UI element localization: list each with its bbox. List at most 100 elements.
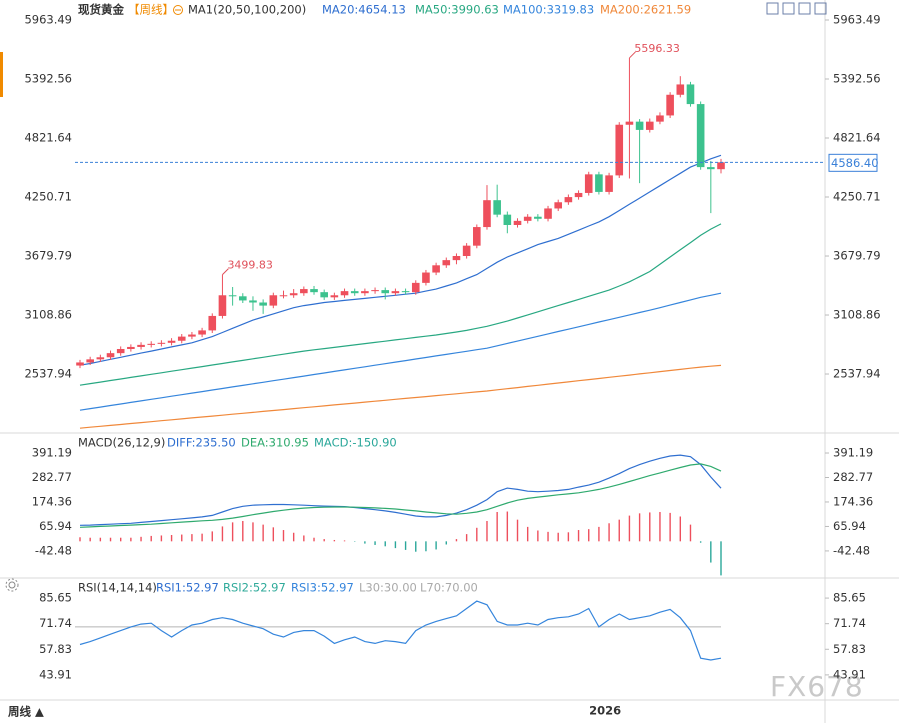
candle-body	[371, 290, 379, 292]
candle-body	[116, 349, 125, 354]
candle-body	[432, 265, 440, 273]
candle-body	[147, 343, 156, 345]
y-tick-label: 5963.49	[24, 12, 72, 26]
toolbar-button[interactable]	[798, 2, 811, 15]
y-tick-label: 2537.94	[833, 367, 881, 381]
annotation: 5596.33	[634, 42, 680, 55]
candle-body	[330, 295, 339, 298]
annotation-leader	[222, 268, 229, 275]
panel-title: RSI(14,14,14)	[78, 581, 157, 595]
candle-body	[269, 295, 278, 306]
candle-body	[167, 340, 176, 343]
y-tick-label: 5963.49	[833, 12, 881, 26]
y-tick-label: 5392.56	[24, 72, 72, 86]
candle-body	[401, 291, 410, 293]
candle-body	[503, 214, 512, 225]
candle-body	[717, 162, 725, 170]
ma-line	[79, 292, 722, 411]
ma-line	[79, 223, 722, 386]
reference-label: L30:30.00	[359, 581, 417, 595]
rsi-icon	[5, 578, 19, 592]
y-tick-label: 85.65	[39, 591, 72, 605]
rsi-line	[79, 600, 722, 661]
candle-body	[249, 300, 257, 303]
candle-body	[554, 202, 563, 209]
candle-body	[208, 315, 217, 331]
period-button[interactable]: 周线 ▲	[8, 705, 44, 719]
y-tick-label: 174.36	[833, 494, 873, 508]
y-tick-label: 43.91	[833, 667, 866, 681]
candle-body	[656, 115, 664, 122]
candle-body	[198, 330, 206, 335]
candle-body	[452, 255, 461, 261]
macd-line	[79, 463, 722, 528]
candle-body	[686, 84, 695, 105]
candle-body	[635, 121, 644, 130]
y-tick-label: 282.77	[833, 470, 873, 484]
instrument-title: 现货黄金	[78, 3, 124, 17]
toolbar	[766, 2, 827, 15]
candle-body	[696, 104, 705, 168]
annotation: 3499.83	[227, 259, 273, 272]
legend-entry: MA50:3990.63	[415, 3, 499, 17]
candle-body	[157, 342, 166, 344]
candle-body	[361, 291, 369, 294]
y-tick-label: 65.94	[39, 519, 72, 533]
candle-body	[473, 227, 481, 246]
candle-body	[137, 344, 145, 347]
candle-body	[513, 220, 522, 225]
y-tick-label: 65.94	[833, 519, 866, 533]
candle-body	[177, 336, 186, 341]
y-tick-label: 3679.79	[833, 249, 881, 263]
y-tick-label: 391.19	[833, 446, 873, 460]
candle-body	[340, 291, 349, 296]
candle-body	[645, 121, 654, 130]
ma-line	[79, 364, 722, 429]
candle-body	[238, 296, 247, 301]
side-marker	[0, 52, 3, 97]
candle-body	[707, 167, 715, 170]
period-tag[interactable]: 【周线】	[128, 3, 174, 17]
y-tick-label: 5392.56	[833, 72, 881, 86]
y-tick-label: 3108.86	[833, 308, 881, 322]
candle-body	[289, 293, 298, 296]
legend-entry: MACD:-150.90	[314, 436, 397, 450]
legend-entry: DEA:310.95	[241, 436, 309, 450]
candle-body	[411, 282, 420, 293]
candle-body	[625, 121, 634, 125]
y-tick-label: -42.48	[35, 543, 72, 557]
y-tick-label: 174.36	[32, 494, 72, 508]
candle-body	[523, 216, 532, 221]
candle-body	[381, 290, 390, 294]
toolbar-button[interactable]	[782, 2, 795, 15]
toolbar-button[interactable]	[814, 2, 827, 15]
last-price-label: 4586.40	[831, 156, 879, 170]
candle-body	[584, 174, 593, 193]
y-tick-label: 2537.94	[24, 367, 72, 381]
candle-body	[666, 94, 674, 116]
y-tick-label: 71.74	[39, 616, 72, 630]
candle-body	[544, 208, 552, 219]
candle-body	[310, 289, 318, 293]
candle-body	[564, 197, 573, 203]
candle-body	[605, 175, 613, 192]
candle-body	[279, 295, 288, 297]
candle-body	[96, 357, 105, 360]
candle-body	[391, 291, 400, 294]
legend-entry: MA20:4654.13	[322, 3, 406, 17]
y-tick-label: 3679.79	[24, 249, 72, 263]
ma-group-label: MA1(20,50,100,200)	[188, 3, 306, 17]
candle-body	[676, 84, 685, 95]
legend-entry: RSI2:52.97	[223, 581, 286, 595]
candle-body	[615, 124, 624, 176]
y-tick-label: 3108.86	[24, 308, 72, 322]
annotation-leader	[629, 51, 636, 59]
y-tick-label: 391.19	[32, 446, 72, 460]
candle-body	[300, 289, 308, 294]
watermark: FX678	[770, 670, 864, 703]
candle-body	[86, 359, 94, 363]
settings-icon[interactable]	[173, 5, 183, 15]
toolbar-button[interactable]	[766, 2, 779, 15]
candle-body	[350, 291, 359, 294]
